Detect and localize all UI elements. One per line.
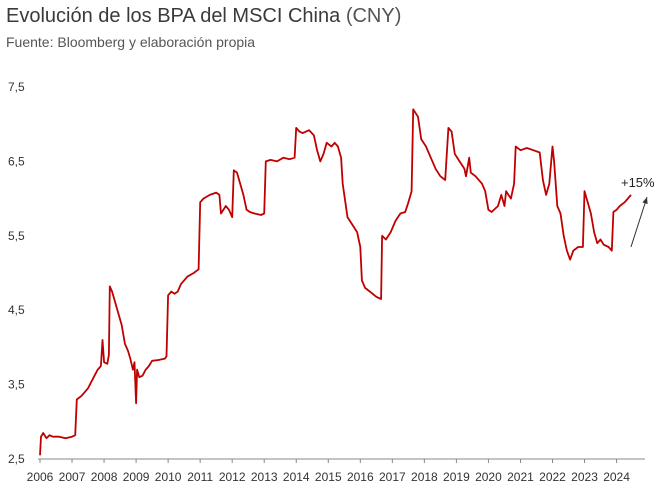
- x-tick-label: 2017: [379, 470, 406, 484]
- eps-series-line: [39, 108, 632, 456]
- x-tick-label: 2010: [155, 470, 182, 484]
- x-tick-label: 2019: [443, 470, 470, 484]
- x-axis: 2006 2007 2008 2009 2010 2011 2012 2013 2014 2015…: [27, 459, 630, 484]
- annotation-arrow: [630, 196, 648, 248]
- chart-title: Evolución de los BPA del MSCI China (CNY…: [6, 5, 401, 28]
- x-tick-label: 2012: [219, 470, 246, 484]
- x-tick-label: 2008: [91, 470, 118, 484]
- y-tick-label: 7,5: [8, 80, 25, 94]
- x-tick-label: 2011: [187, 470, 213, 484]
- x-tick-label: 2024: [603, 470, 630, 484]
- annotation-arrowhead: [642, 197, 648, 205]
- x-tick-label: 2022: [539, 470, 566, 484]
- y-tick-label: 6,5: [8, 154, 25, 168]
- y-tick-label: 2,5: [8, 452, 25, 466]
- x-tick-label: 2021: [507, 470, 534, 484]
- x-tick-label: 2020: [475, 470, 502, 484]
- x-tick-label: 2013: [251, 470, 278, 484]
- y-tick-label: 3,5: [8, 378, 25, 392]
- x-tick-label: 2023: [571, 470, 598, 484]
- x-tick-label: 2009: [123, 470, 150, 484]
- x-tick-label: 2007: [59, 470, 86, 484]
- title-main: Evolución de los BPA del MSCI China: [6, 5, 341, 27]
- x-tick-label: 2016: [347, 470, 374, 484]
- annotation-label: +15%: [621, 175, 655, 190]
- chart-subtitle: Fuente: Bloomberg y elaboración propia: [6, 34, 256, 50]
- x-tick-label: 2006: [27, 470, 54, 484]
- y-tick-label: 5,5: [8, 229, 25, 243]
- y-axis: 2,5 3,5 4,5 5,5 6,5 7,5: [8, 80, 25, 466]
- x-tick-label: 2014: [283, 470, 310, 484]
- growth-annotation: +15%: [621, 175, 655, 248]
- x-tick-label: 2015: [315, 470, 342, 484]
- title-unit: (CNY): [345, 5, 402, 27]
- x-tick-label: 2018: [411, 470, 438, 484]
- y-tick-label: 4,5: [8, 303, 25, 317]
